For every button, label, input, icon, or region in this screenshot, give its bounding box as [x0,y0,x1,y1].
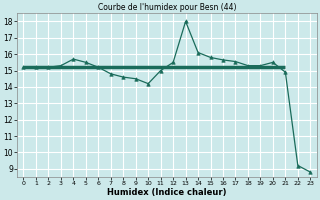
Title: Courbe de l'humidex pour Besn (44): Courbe de l'humidex pour Besn (44) [98,3,236,12]
X-axis label: Humidex (Indice chaleur): Humidex (Indice chaleur) [107,188,227,197]
